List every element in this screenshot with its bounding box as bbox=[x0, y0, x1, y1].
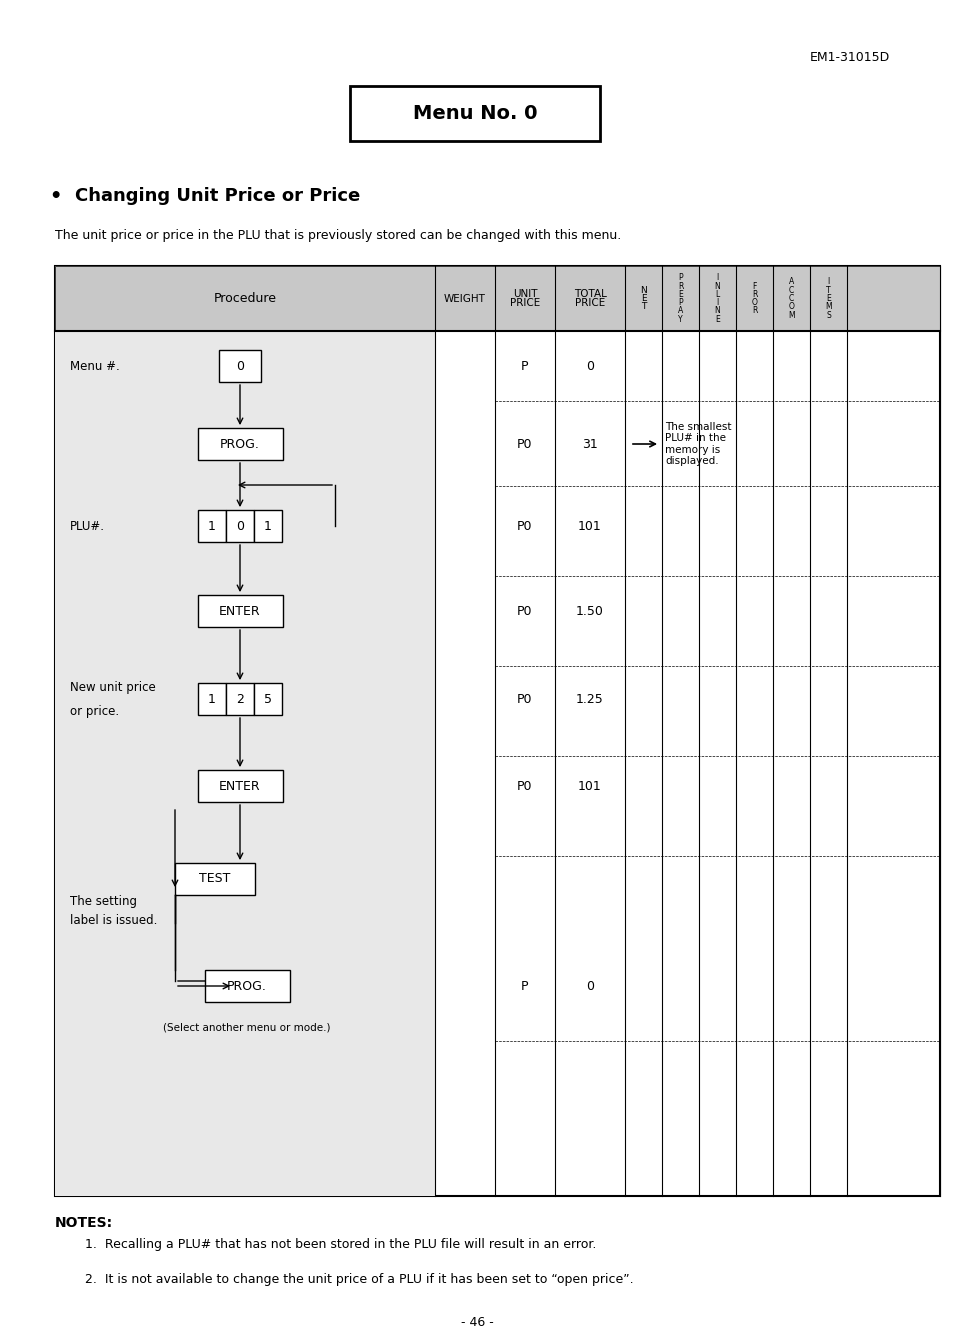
Bar bbox=[735, 266, 772, 331]
Text: 2: 2 bbox=[235, 692, 244, 705]
Bar bbox=[435, 266, 495, 331]
Bar bbox=[198, 683, 226, 715]
Bar bbox=[253, 683, 282, 715]
Text: The setting: The setting bbox=[70, 894, 137, 908]
Text: Menu #.: Menu #. bbox=[70, 359, 120, 373]
Text: 101: 101 bbox=[578, 779, 601, 793]
Text: PROG.: PROG. bbox=[220, 437, 259, 451]
Text: 1.25: 1.25 bbox=[576, 692, 603, 705]
Text: 101: 101 bbox=[578, 519, 601, 532]
Text: 0: 0 bbox=[235, 359, 244, 373]
Text: label is issued.: label is issued. bbox=[70, 915, 157, 928]
Bar bbox=[55, 266, 435, 331]
Text: TEST: TEST bbox=[199, 873, 231, 885]
FancyBboxPatch shape bbox=[197, 428, 282, 460]
Text: 1: 1 bbox=[264, 519, 272, 532]
Text: 0: 0 bbox=[235, 519, 244, 532]
Text: A
C
C
O
M: A C C O M bbox=[787, 278, 794, 319]
Text: 1: 1 bbox=[208, 692, 215, 705]
Bar bbox=[809, 266, 846, 331]
Text: 1.50: 1.50 bbox=[576, 605, 603, 617]
Text: 5: 5 bbox=[264, 692, 272, 705]
Bar bbox=[55, 266, 939, 331]
Text: WEIGHT: WEIGHT bbox=[443, 294, 485, 303]
Text: P0: P0 bbox=[517, 605, 532, 617]
Text: 1.  Recalling a PLU# that has not been stored in the PLU file will result in an : 1. Recalling a PLU# that has not been st… bbox=[85, 1238, 596, 1251]
Bar bbox=[350, 86, 599, 141]
Bar bbox=[55, 331, 435, 1196]
Text: The smallest
PLU# in the
memory is
displayed.: The smallest PLU# in the memory is displ… bbox=[664, 421, 731, 467]
Text: (Select another menu or mode.): (Select another menu or mode.) bbox=[163, 1023, 331, 1033]
Text: ENTER: ENTER bbox=[219, 779, 260, 793]
FancyBboxPatch shape bbox=[197, 595, 282, 628]
Bar bbox=[198, 510, 226, 542]
Text: I
T
E
M
S: I T E M S bbox=[824, 278, 831, 319]
FancyBboxPatch shape bbox=[219, 350, 261, 382]
Text: P0: P0 bbox=[517, 692, 532, 705]
Text: P
R
E
P
A
Y: P R E P A Y bbox=[677, 274, 682, 323]
Text: 2.  It is not available to change the unit price of a PLU if it has been set to : 2. It is not available to change the uni… bbox=[85, 1273, 633, 1286]
Bar bbox=[55, 266, 939, 1196]
Text: •: • bbox=[49, 186, 61, 205]
Text: or price.: or price. bbox=[70, 704, 119, 717]
Bar bbox=[55, 266, 435, 331]
Text: The unit price or price in the PLU that is previously stored can be changed with: The unit price or price in the PLU that … bbox=[55, 229, 620, 243]
Text: - 46 -: - 46 - bbox=[460, 1316, 493, 1329]
Bar bbox=[699, 266, 735, 331]
Text: 0: 0 bbox=[585, 359, 594, 373]
Bar bbox=[226, 510, 253, 542]
Bar bbox=[772, 266, 809, 331]
Text: New unit price: New unit price bbox=[70, 680, 155, 693]
Text: UNIT
PRICE: UNIT PRICE bbox=[509, 288, 539, 308]
Text: 31: 31 bbox=[581, 437, 598, 451]
Bar bbox=[846, 266, 939, 331]
Text: EM1-31015D: EM1-31015D bbox=[809, 51, 889, 64]
Text: ENTER: ENTER bbox=[219, 605, 260, 617]
Bar bbox=[661, 266, 699, 331]
Text: F
R
O
R: F R O R bbox=[751, 282, 757, 315]
Text: N
E
T: N E T bbox=[639, 286, 646, 311]
Text: NOTES:: NOTES: bbox=[55, 1216, 113, 1230]
Text: 1: 1 bbox=[208, 519, 215, 532]
FancyBboxPatch shape bbox=[174, 864, 254, 894]
Text: Changing Unit Price or Price: Changing Unit Price or Price bbox=[75, 186, 360, 205]
Text: P: P bbox=[520, 979, 528, 992]
Bar bbox=[226, 683, 253, 715]
Text: P0: P0 bbox=[517, 779, 532, 793]
Text: P0: P0 bbox=[517, 519, 532, 532]
Text: P0: P0 bbox=[517, 437, 532, 451]
Text: PLU#.: PLU#. bbox=[70, 519, 105, 532]
Text: I
N
L
I
N
E: I N L I N E bbox=[714, 274, 720, 323]
Text: 0: 0 bbox=[585, 979, 594, 992]
Bar bbox=[495, 266, 555, 331]
FancyBboxPatch shape bbox=[197, 770, 282, 802]
Bar bbox=[555, 266, 624, 331]
Text: Procedure: Procedure bbox=[213, 292, 276, 304]
Text: Menu No. 0: Menu No. 0 bbox=[413, 105, 537, 123]
Text: PROG.: PROG. bbox=[227, 979, 267, 992]
Text: P: P bbox=[520, 359, 528, 373]
FancyBboxPatch shape bbox=[204, 970, 289, 1002]
Bar bbox=[253, 510, 282, 542]
Bar bbox=[624, 266, 661, 331]
Text: TOTAL
PRICE: TOTAL PRICE bbox=[573, 288, 606, 308]
